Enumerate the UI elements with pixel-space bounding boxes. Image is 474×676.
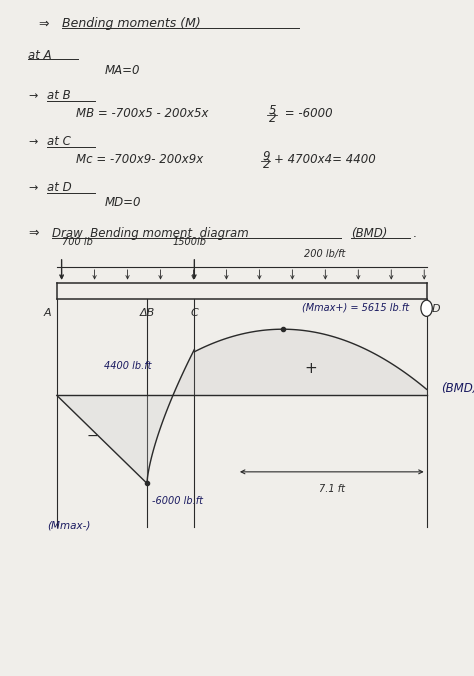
Text: 1500lb: 1500lb: [173, 237, 207, 247]
Text: Bending moments (M): Bending moments (M): [62, 17, 201, 30]
Text: ΔB: ΔB: [139, 308, 155, 318]
Text: 7.1 ft: 7.1 ft: [319, 484, 345, 494]
Text: (Mmax-): (Mmax-): [47, 521, 91, 531]
Text: (BMD): (BMD): [441, 382, 474, 395]
Text: MB = -700x5 - 200x5x: MB = -700x5 - 200x5x: [76, 107, 209, 120]
Text: →: →: [28, 183, 38, 193]
Text: →: →: [28, 137, 38, 147]
Text: MA=0: MA=0: [104, 64, 140, 78]
Text: 700 lb: 700 lb: [62, 237, 92, 247]
Text: C: C: [191, 308, 198, 318]
Text: Draw  Bending moment  diagram: Draw Bending moment diagram: [52, 226, 249, 240]
Text: 5: 5: [269, 104, 276, 118]
Text: + 4700x4= 4400: + 4700x4= 4400: [274, 153, 376, 166]
Text: 200 lb/ft: 200 lb/ft: [304, 249, 346, 259]
Text: A: A: [44, 308, 51, 318]
Text: (Mmax+) = 5615 lb.ft: (Mmax+) = 5615 lb.ft: [301, 302, 409, 312]
Text: 2: 2: [263, 158, 270, 172]
Text: 9: 9: [263, 150, 270, 164]
Text: MD=0: MD=0: [104, 196, 141, 210]
Text: D: D: [432, 304, 440, 314]
Text: at B: at B: [47, 89, 71, 103]
Text: = -6000: = -6000: [281, 107, 333, 120]
Text: ⇒: ⇒: [28, 226, 39, 240]
Polygon shape: [173, 329, 427, 396]
Text: 2: 2: [269, 112, 276, 126]
Text: at C: at C: [47, 135, 71, 149]
Text: −: −: [87, 429, 98, 443]
Polygon shape: [57, 395, 173, 483]
Circle shape: [421, 300, 432, 316]
Text: +: +: [304, 361, 317, 376]
Text: at A: at A: [28, 49, 52, 62]
Text: -6000 lb.ft: -6000 lb.ft: [152, 496, 203, 506]
Text: ⇒: ⇒: [38, 17, 48, 30]
Text: (BMD): (BMD): [351, 226, 387, 240]
Text: Mc = -700x9- 200x9x: Mc = -700x9- 200x9x: [76, 153, 203, 166]
Text: at D: at D: [47, 181, 72, 195]
Text: .: .: [412, 226, 416, 240]
Text: →: →: [28, 91, 38, 101]
Text: 4400 lb.ft: 4400 lb.ft: [104, 361, 152, 370]
